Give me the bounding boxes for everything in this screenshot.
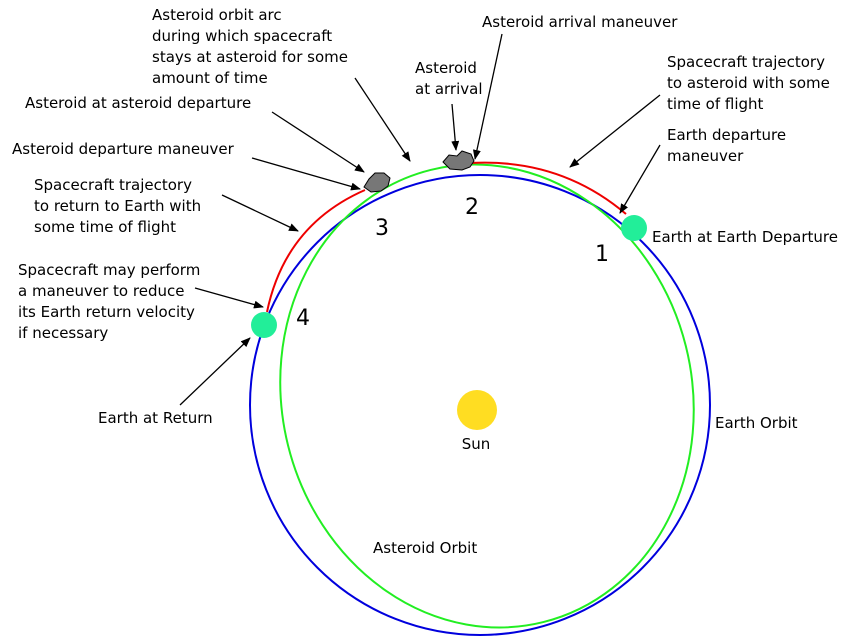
- arrow: [194, 287, 264, 309]
- label: Asteroid orbit arc: [152, 6, 282, 24]
- label: a maneuver to reduce: [18, 282, 184, 300]
- arrow: [221, 194, 299, 232]
- label: maneuver: [667, 147, 744, 165]
- arrow: [354, 77, 411, 162]
- arrow: [179, 337, 251, 406]
- label: at arrival: [415, 80, 483, 98]
- arrow: [271, 111, 365, 173]
- label: Earth Orbit: [715, 414, 798, 432]
- label: Asteroid at asteroid departure: [25, 94, 251, 112]
- arrow: [251, 157, 361, 191]
- step-number: 3: [375, 216, 389, 241]
- asteroid-arrival: [442, 150, 475, 171]
- label: Spacecraft may perform: [18, 261, 200, 279]
- label: Earth at Earth Departure: [652, 228, 838, 246]
- label: Spacecraft trajectory: [34, 176, 192, 194]
- step-number: 2: [465, 195, 479, 220]
- arrow: [451, 103, 460, 151]
- arrow: [619, 144, 661, 214]
- label: during which spacecraft: [152, 27, 332, 45]
- labels: Asteroid orbit arc during which spacecraf…: [12, 6, 838, 557]
- step-number: 4: [296, 306, 310, 331]
- earth-orbit: [249, 174, 711, 636]
- label: stays at asteroid for some: [152, 48, 348, 66]
- label: to return to Earth with: [34, 197, 201, 215]
- sun: [457, 390, 497, 430]
- label: if necessary: [18, 324, 108, 342]
- arrow: [472, 33, 503, 160]
- label: Asteroid: [415, 59, 477, 77]
- asteroid-departure: [363, 172, 391, 193]
- label: Spacecraft trajectory: [667, 53, 825, 71]
- label: Asteroid arrival maneuver: [482, 13, 678, 31]
- label: Sun: [462, 435, 491, 453]
- label: its Earth return velocity: [18, 303, 195, 321]
- step-number: 1: [595, 242, 609, 267]
- label: amount of time: [152, 69, 268, 87]
- label: time of flight: [667, 95, 764, 113]
- label: Asteroid Orbit: [373, 539, 477, 557]
- label: some time of flight: [34, 218, 176, 236]
- label: Earth at Return: [98, 409, 213, 427]
- asteroid-orbit: [279, 163, 695, 629]
- earth-return: [251, 312, 277, 338]
- earth-departure: [621, 215, 647, 241]
- label: to asteroid with some: [667, 74, 830, 92]
- trajectory-out: [469, 161, 627, 215]
- trajectory-return: [266, 189, 366, 313]
- arrow: [569, 94, 661, 168]
- label: Earth departure: [667, 126, 786, 144]
- label: Asteroid departure maneuver: [12, 140, 235, 158]
